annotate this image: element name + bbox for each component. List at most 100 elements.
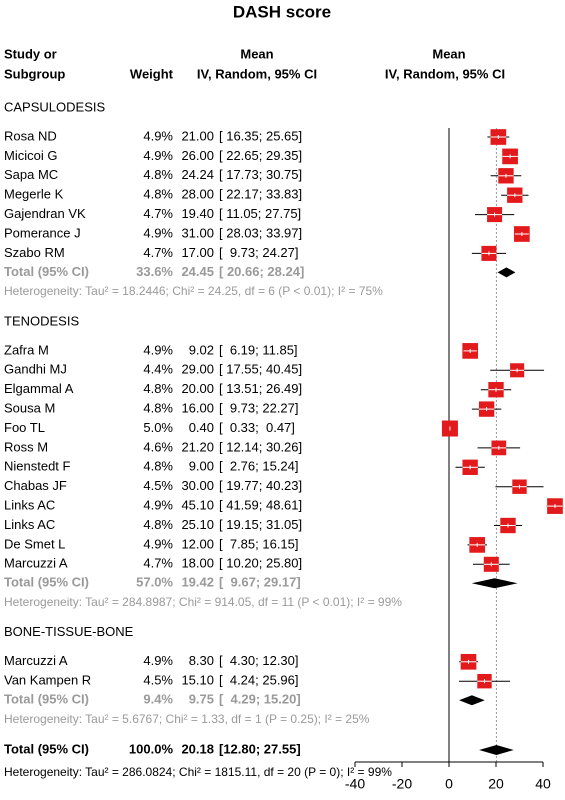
ci: [ 20.66; 28.24] — [219, 264, 304, 279]
weight: 4.7% — [143, 245, 173, 260]
column-header: IV, Random, 95% CI — [385, 66, 505, 81]
study-name: Total (95% CI) — [4, 575, 89, 590]
study-name: Ross M — [4, 439, 48, 454]
group-name: TENODESIS — [4, 313, 79, 328]
weight: 4.8% — [143, 459, 173, 474]
study-name: Zafra M — [4, 342, 49, 357]
mean: 15.10 — [181, 673, 214, 688]
mean: 24.45 — [181, 264, 214, 279]
ci: [ 41.59; 48.61] — [219, 498, 302, 513]
study-name: Micicoi G — [4, 148, 57, 163]
pooled-diamond — [471, 578, 518, 589]
ci: [ 4.30; 12.30] — [219, 653, 299, 668]
ci: [ 9.73; 24.27] — [219, 245, 299, 260]
mean: 25.10 — [181, 517, 214, 532]
mean: 19.40 — [181, 206, 214, 221]
mean: 24.24 — [181, 167, 214, 182]
ci: [ 0.33; 0.47] — [219, 420, 295, 435]
ci: [ 12.14; 30.26] — [219, 439, 302, 454]
mean: 20.18 — [181, 741, 214, 756]
study-name: Chabas JF — [4, 478, 67, 493]
weight: 4.9% — [143, 342, 173, 357]
column-header: Weight — [130, 66, 174, 81]
ci: [ 4.24; 25.96] — [219, 673, 299, 688]
heterogeneity: Heterogeneity: Tau² = 5.6767; Chi² = 1.3… — [4, 712, 370, 726]
study-name: Megerle K — [4, 187, 64, 202]
study-name: Gandhi MJ — [4, 362, 67, 377]
study-name: Pomerance J — [4, 225, 81, 240]
column-header: Study or — [4, 46, 57, 61]
mean: 21.20 — [181, 439, 214, 454]
pooled-diamond — [459, 695, 485, 706]
mean: 0.40 — [189, 420, 214, 435]
weight: 4.8% — [143, 517, 173, 532]
ci: [ 10.20; 25.80] — [219, 556, 302, 571]
mean: 18.00 — [181, 556, 214, 571]
mean: 9.00 — [189, 459, 214, 474]
weight: 4.8% — [143, 381, 173, 396]
weight: 4.5% — [143, 478, 173, 493]
mean: 31.00 — [181, 225, 214, 240]
weight: 4.9% — [143, 498, 173, 513]
ci: [ 22.65; 29.35] — [219, 148, 302, 163]
heterogeneity: Heterogeneity: Tau² = 286.0824; Chi² = 1… — [4, 765, 392, 779]
weight: 4.9% — [143, 225, 173, 240]
weight: 4.8% — [143, 167, 173, 182]
ci: [ 19.77; 40.23] — [219, 478, 302, 493]
weight: 100.0% — [129, 741, 174, 756]
study-name: Foo TL — [4, 420, 45, 435]
column-header: Subgroup — [4, 66, 65, 81]
mean: 26.00 — [181, 148, 214, 163]
study-name: Total (95% CI) — [4, 741, 89, 756]
ci: [ 9.67; 29.17] — [219, 575, 301, 590]
weight: 5.0% — [143, 420, 173, 435]
study-name: Van Kampen R — [4, 673, 91, 688]
mean: 9.02 — [189, 342, 214, 357]
chart-title: DASH score — [233, 2, 331, 21]
mean: 30.00 — [181, 478, 214, 493]
study-name: Links AC — [4, 498, 55, 513]
x-tick-label: 20 — [488, 776, 504, 792]
study-name: Sapa MC — [4, 167, 58, 182]
study-name: Links AC — [4, 517, 55, 532]
x-tick-label: -20 — [392, 776, 412, 792]
study-name: Total (95% CI) — [4, 264, 89, 279]
study-name: Elgammal A — [4, 381, 74, 396]
mean: 20.00 — [181, 381, 214, 396]
weight: 9.4% — [143, 692, 173, 707]
mean: 9.75 — [189, 692, 214, 707]
weight: 33.6% — [136, 264, 173, 279]
mean: 21.00 — [181, 128, 214, 143]
weight: 4.6% — [143, 439, 173, 454]
weight: 4.9% — [143, 128, 173, 143]
ci: [ 9.73; 22.27] — [219, 401, 299, 416]
ci: [ 2.76; 15.24] — [219, 459, 299, 474]
study-name: Sousa M — [4, 401, 55, 416]
pooled-diamond — [497, 267, 516, 278]
column-header: Mean — [240, 46, 273, 61]
ci: [ 7.85; 16.15] — [219, 536, 299, 551]
weight: 4.9% — [143, 653, 173, 668]
column-header: Mean — [432, 46, 465, 61]
x-tick-label: 0 — [445, 776, 453, 792]
mean: 29.00 — [181, 362, 214, 377]
ci: [ 13.51; 26.49] — [219, 381, 302, 396]
ci: [12.80; 27.55] — [219, 741, 301, 756]
weight: 4.9% — [143, 148, 173, 163]
study-name: Marcuzzi A — [4, 653, 68, 668]
mean: 8.30 — [189, 653, 214, 668]
weight: 4.7% — [143, 206, 173, 221]
ci: [ 19.15; 31.05] — [219, 517, 302, 532]
weight: 4.9% — [143, 536, 173, 551]
weight: 57.0% — [136, 575, 173, 590]
mean: 45.10 — [181, 498, 214, 513]
weight: 4.4% — [143, 362, 173, 377]
group-name: BONE-TISSUE-BONE — [4, 624, 134, 639]
ci: [ 16.35; 25.65] — [219, 128, 302, 143]
study-name: Rosa ND — [4, 128, 57, 143]
heterogeneity: Heterogeneity: Tau² = 18.2446; Chi² = 24… — [4, 284, 383, 298]
study-name: De Smet L — [4, 536, 65, 551]
x-tick-label: -40 — [345, 776, 365, 792]
weight: 4.7% — [143, 556, 173, 571]
